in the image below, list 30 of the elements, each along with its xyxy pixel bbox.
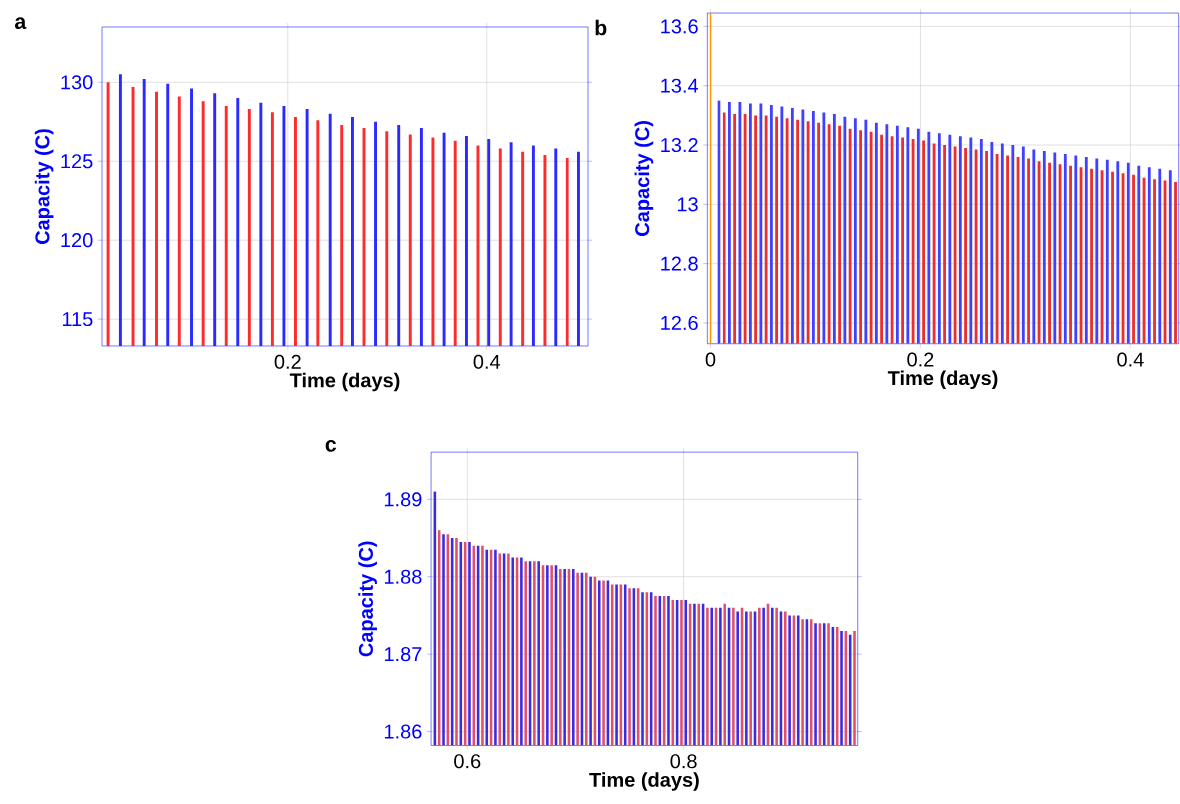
y-axis-title: Capacity (C): [358, 541, 377, 657]
y-tick-label: 1.87: [384, 647, 422, 662]
y-tick-label: 1.89: [384, 492, 422, 507]
y-tick-label: 13.6: [661, 19, 698, 34]
y-tick-label: 125: [61, 154, 93, 169]
y-tick-label: 115: [62, 312, 93, 327]
y-tick-label: 13.4: [661, 78, 699, 93]
chart-title: c: [325, 440, 337, 452]
x-tick-label: 0.6: [454, 754, 481, 769]
chart-title: b: [595, 19, 607, 36]
y-tick-label: 13.2: [661, 137, 698, 153]
y-tick-label: 1.86: [384, 724, 422, 739]
y-tick-label: 12.6: [661, 315, 698, 331]
x-tick-label: 0.2: [274, 354, 301, 369]
x-axis-title: Time (days): [887, 370, 998, 390]
y-tick-label: 120: [61, 233, 93, 248]
x-tick-label: 0.8: [670, 754, 697, 769]
x-axis-title: Time (days): [589, 772, 699, 791]
y-tick-label: 13: [677, 197, 698, 212]
y-tick-label: 1.88: [384, 569, 422, 584]
y-tick-label: 130: [61, 75, 93, 90]
x-tick-label: 0: [705, 352, 716, 367]
x-tick-label: 0.4: [473, 354, 501, 369]
y-axis-title: Capacity (C): [34, 129, 54, 245]
x-tick-label: 0.2: [907, 352, 934, 367]
x-tick-label: 0.4: [1117, 352, 1144, 367]
y-axis-title: Capacity (C): [634, 121, 654, 236]
chart-title: a: [15, 17, 27, 30]
x-axis-title: Time (days): [289, 372, 400, 392]
y-tick-label: 12.8: [661, 256, 698, 271]
